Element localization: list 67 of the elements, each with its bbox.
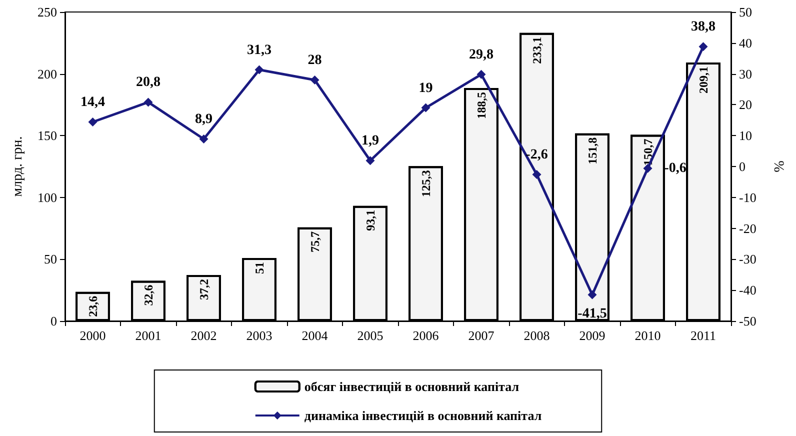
data-label: 31,3 [247, 42, 272, 58]
y2-tick-label: -50 [739, 314, 756, 328]
data-label: 209,1 [696, 66, 710, 94]
point [199, 134, 208, 144]
data-label: 151,8 [585, 137, 600, 164]
point [698, 42, 708, 52]
data-label: 20,8 [136, 75, 160, 90]
y-tick-label: 200 [38, 66, 57, 82]
data-label: 14,4 [80, 95, 105, 110]
y2-tick-label: 10 [739, 128, 752, 144]
x-tick-label: 2008 [524, 328, 550, 343]
legend-label: динаміка інвестицій в основний капітал [304, 408, 542, 423]
y2-axis-title: % [770, 160, 786, 173]
point [144, 98, 153, 107]
x-tick-label: 2003 [246, 328, 272, 343]
data-label: 125,3 [418, 170, 433, 198]
x-tick-label: 2010 [634, 328, 661, 343]
x-tick-label: 2007 [468, 328, 495, 343]
x-tick-label: 2009 [579, 328, 606, 343]
point [366, 156, 375, 166]
data-label: 75,7 [308, 231, 322, 252]
y-axis-title: млрд. грн. [10, 136, 26, 197]
x-tick-label: 2001 [135, 328, 162, 343]
data-label: 8,9 [195, 112, 212, 127]
data-label: 32,6 [141, 284, 156, 306]
y-tick-label: 150 [38, 128, 57, 144]
point [254, 65, 264, 74]
y-tick-label: 0 [50, 314, 57, 328]
data-label: 188,5 [474, 92, 488, 120]
point [476, 70, 486, 79]
y2-tick-label: 0 [739, 159, 746, 174]
y2-tick-label: 30 [739, 66, 752, 82]
y2-tick-label: -10 [739, 190, 756, 205]
y2-tick-label: -20 [739, 220, 756, 236]
y2-tick-label: -30 [739, 252, 756, 267]
data-label: -0,6 [664, 160, 686, 176]
data-label: 23,6 [86, 296, 100, 317]
data-label: 28 [308, 52, 322, 68]
data-label: 19 [418, 80, 433, 96]
y-tick-label: 100 [38, 190, 57, 205]
x-tick-label: 2005 [357, 328, 384, 343]
x-tick-label: 2002 [190, 328, 217, 343]
y2-tick-label: 50 [739, 4, 752, 20]
data-label: 233,1 [530, 36, 544, 64]
y-tick-label: 250 [38, 4, 57, 20]
x-tick-label: 2000 [80, 328, 106, 343]
y2-tick-label: 40 [739, 35, 752, 50]
y2-tick-label: 20 [739, 97, 752, 112]
data-label: 93,1 [363, 210, 378, 231]
x-tick-label: 2011 [690, 328, 716, 343]
legend-label: обсяг інвестицій в основний капітал [304, 379, 520, 394]
data-label: 1,9 [362, 134, 379, 149]
data-label: -41,5 [578, 306, 607, 322]
x-tick-label: 2006 [412, 328, 440, 343]
data-label: 37,2 [196, 279, 211, 300]
point [588, 290, 597, 300]
y2-tick-label: -40 [739, 282, 756, 298]
data-label: 29,8 [469, 47, 494, 62]
point [88, 118, 98, 127]
data-label: 38,8 [691, 20, 716, 35]
data-label: -2,6 [526, 148, 548, 163]
point [421, 103, 430, 112]
point [532, 170, 542, 180]
x-tick-label: 2004 [302, 328, 328, 343]
point [310, 75, 320, 84]
data-label: 51 [252, 262, 266, 274]
y-tick-label: 50 [44, 252, 57, 267]
